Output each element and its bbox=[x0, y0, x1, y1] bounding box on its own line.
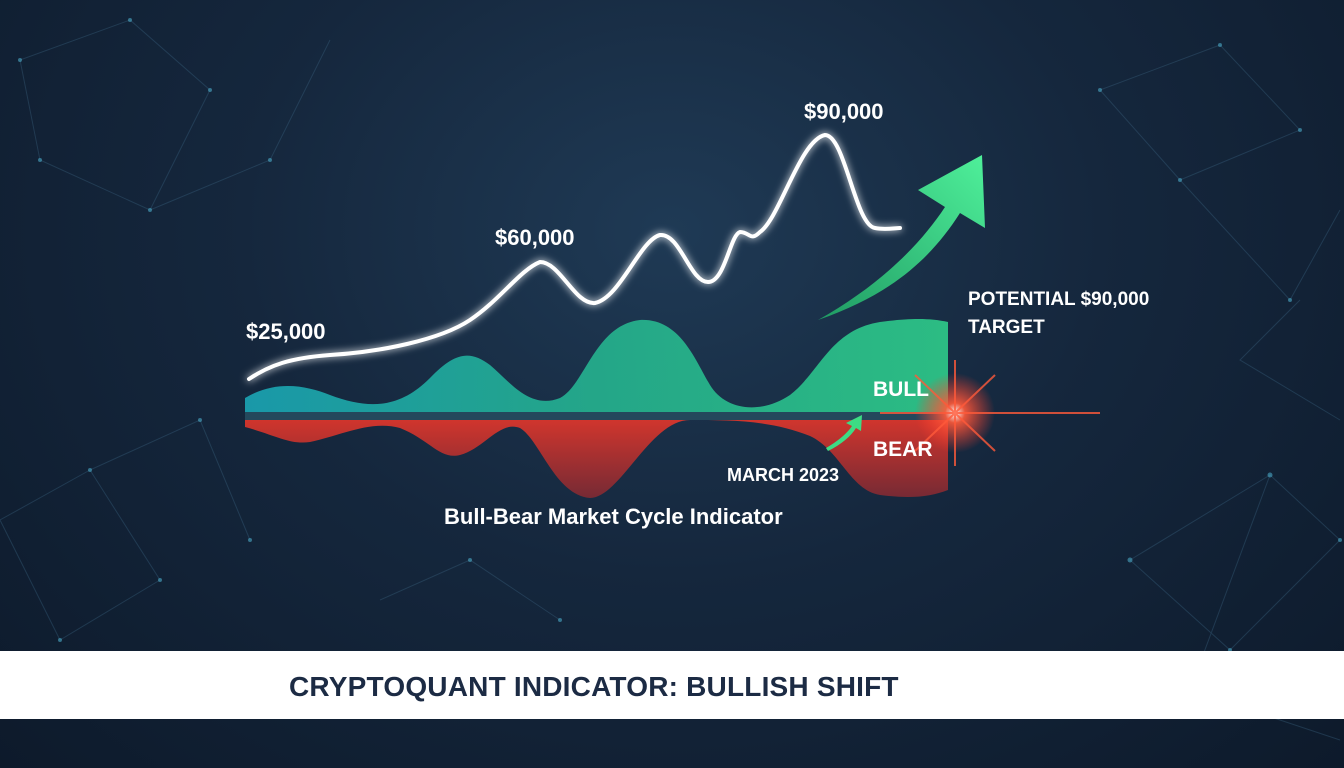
march-label: MARCH 2023 bbox=[727, 465, 839, 485]
price-label-60k: $60,000 bbox=[495, 225, 575, 250]
bear-area bbox=[245, 420, 948, 498]
bear-label: BEAR bbox=[873, 438, 933, 461]
price-line bbox=[247, 133, 902, 381]
zero-baseline bbox=[245, 412, 950, 420]
target-label-line2: TARGET bbox=[968, 317, 1045, 338]
banner-title: CRYPTOQUANT INDICATOR: BULLISH SHIFT bbox=[289, 671, 899, 702]
price-label-25k: $25,000 bbox=[246, 319, 326, 344]
small-arrow-icon bbox=[826, 415, 862, 451]
bull-area bbox=[245, 319, 948, 413]
trend-arrow-icon bbox=[818, 155, 985, 320]
title-banner: CRYPTOQUANT INDICATOR: BULLISH SHIFT bbox=[0, 651, 1344, 719]
bull-label: BULL bbox=[873, 378, 929, 401]
target-label-line1: POTENTIAL $90,000 bbox=[968, 289, 1149, 310]
price-label-90k: $90,000 bbox=[804, 99, 884, 124]
chart-title: Bull-Bear Market Cycle Indicator bbox=[444, 504, 783, 529]
